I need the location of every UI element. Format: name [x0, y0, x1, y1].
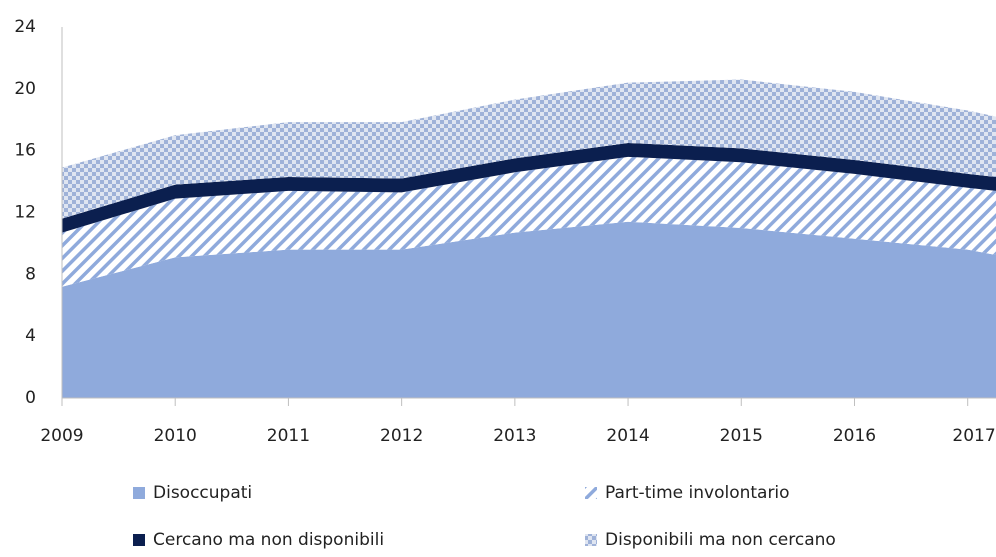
area	[62, 156, 996, 287]
x-tick-label: 2016	[833, 426, 876, 446]
legend-label: Disoccupati	[153, 483, 252, 503]
y-tick-label: 0	[25, 388, 36, 408]
y-tick-label: 16	[14, 141, 36, 161]
x-tick-label: 2010	[154, 426, 197, 446]
area	[62, 142, 996, 233]
legend-swatch	[133, 487, 145, 499]
legend-swatch	[133, 534, 145, 546]
x-tick-label: 2011	[267, 426, 310, 446]
legend-label: Part-time involontario	[605, 483, 790, 503]
x-tick-label: 2015	[720, 426, 763, 446]
x-tick-label: 2009	[40, 426, 83, 446]
area	[62, 79, 996, 219]
legend-label: Disponibili ma non cercano	[605, 530, 836, 550]
y-tick-label: 8	[25, 264, 36, 284]
x-tick-label: 2014	[606, 426, 649, 446]
legend-swatch	[585, 534, 597, 546]
y-tick-label: 24	[14, 17, 36, 37]
legend-swatch	[585, 487, 597, 499]
legend-label: Cercano ma non disponibili	[153, 530, 384, 550]
x-tick-label: 2017	[952, 426, 995, 446]
x-tick-label: 2013	[493, 426, 536, 446]
y-tick-label: 12	[14, 203, 36, 223]
x-tick-label: 2012	[380, 426, 423, 446]
y-tick-label: 4	[25, 326, 36, 346]
y-tick-label: 20	[14, 79, 36, 99]
area	[62, 221, 996, 398]
